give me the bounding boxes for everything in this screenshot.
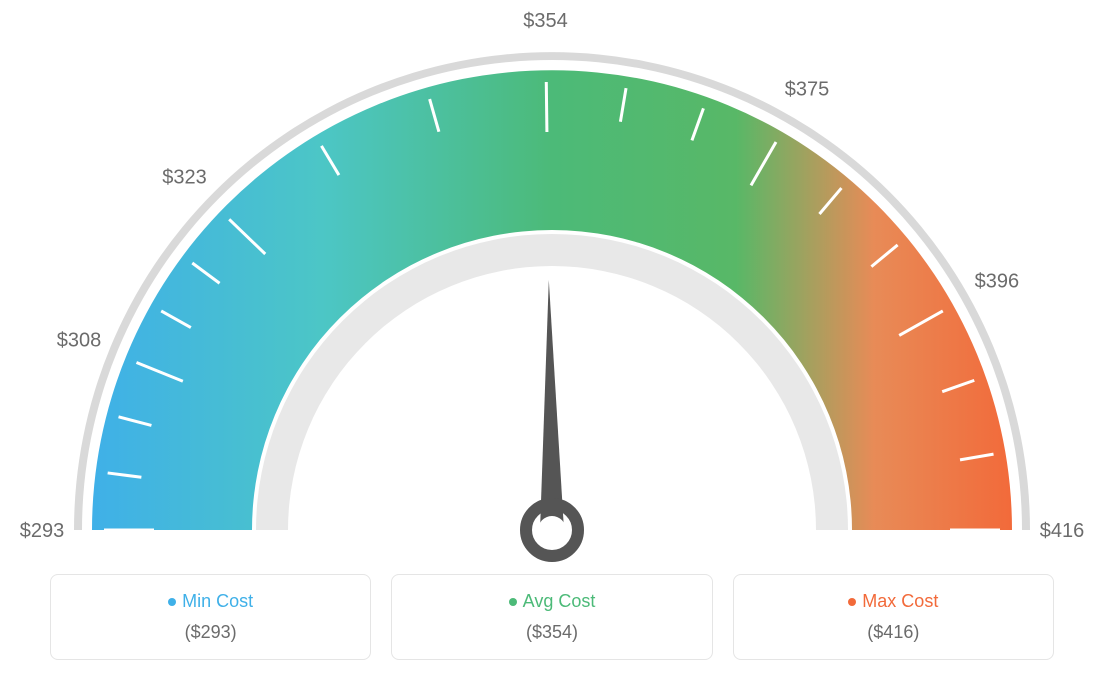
svg-text:$375: $375 <box>785 78 830 100</box>
legend-row: Min Cost ($293) Avg Cost ($354) Max Cost… <box>50 574 1054 660</box>
legend-label-min: Min Cost <box>182 591 253 611</box>
svg-text:$323: $323 <box>162 166 207 188</box>
legend-label-max: Max Cost <box>862 591 938 611</box>
legend-card-avg: Avg Cost ($354) <box>391 574 712 660</box>
legend-card-min: Min Cost ($293) <box>50 574 371 660</box>
gauge-chart: $293 $308 $323 $354 $375 $396 $416 <box>0 10 1104 570</box>
dot-icon <box>509 598 517 606</box>
legend-value-min: ($293) <box>61 622 360 643</box>
legend-title-max: Max Cost <box>744 591 1043 612</box>
legend-value-avg: ($354) <box>402 622 701 643</box>
svg-text:$308: $308 <box>57 329 102 351</box>
dot-icon <box>168 598 176 606</box>
legend-label-avg: Avg Cost <box>523 591 596 611</box>
legend-value-max: ($416) <box>744 622 1043 643</box>
dot-icon <box>848 598 856 606</box>
legend-title-min: Min Cost <box>61 591 360 612</box>
legend-card-max: Max Cost ($416) <box>733 574 1054 660</box>
legend-title-avg: Avg Cost <box>402 591 701 612</box>
svg-text:$396: $396 <box>975 271 1020 293</box>
gauge-svg: $293 $308 $323 $354 $375 $396 $416 <box>0 10 1104 570</box>
svg-text:$293: $293 <box>20 520 65 542</box>
svg-text:$416: $416 <box>1040 520 1085 542</box>
svg-text:$354: $354 <box>523 10 568 32</box>
